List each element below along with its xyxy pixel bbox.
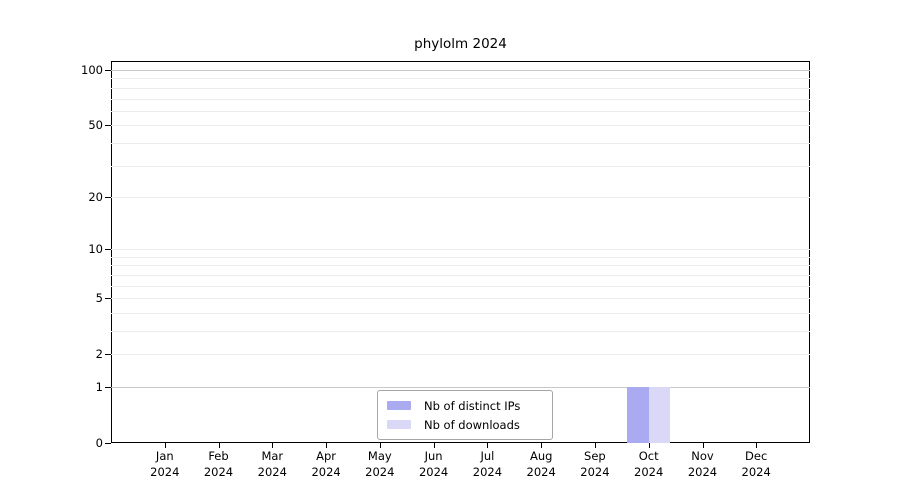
y-tick-label: 5	[95, 291, 103, 306]
bar-nb-of-distinct-ips	[627, 387, 649, 443]
y-tick-label: 10	[88, 242, 103, 257]
x-tick-mark	[379, 443, 381, 448]
y-tick-label: 50	[88, 118, 103, 133]
x-tick-label: Aug 2024	[526, 449, 556, 479]
x-tick-label: Oct 2024	[634, 449, 664, 479]
y-tick-mark	[105, 387, 111, 388]
gridline	[111, 70, 810, 71]
x-tick-label: May 2024	[365, 449, 395, 479]
y-tick-mark	[105, 354, 111, 356]
x-tick-mark	[164, 443, 166, 448]
x-tick-mark	[272, 443, 274, 448]
x-tick-label: Apr 2024	[311, 449, 341, 479]
y-tick-mark	[105, 249, 111, 251]
gridline	[111, 387, 810, 388]
x-tick-mark	[756, 443, 758, 448]
y-tick-mark	[105, 70, 111, 71]
legend-label: Nb of distinct IPs	[424, 398, 521, 413]
y-tick-mark	[105, 125, 111, 127]
y-tick-label: 100	[81, 63, 103, 77]
x-tick-label: Sep 2024	[580, 449, 610, 479]
plot-area: 0 1 2 5 10 20 50 100 Jan 2024 Feb 2024 Mar 2024 Apr…	[81, 61, 810, 479]
x-tick-mark	[702, 443, 704, 448]
gridline	[111, 249, 810, 251]
gridline	[111, 331, 810, 332]
x-tick-mark	[541, 443, 543, 448]
gridline	[111, 312, 810, 314]
y-tick-label: 20	[88, 189, 103, 204]
legend-item: Nb of downloads	[387, 418, 543, 432]
x-tick-label: Feb 2024	[203, 449, 234, 479]
legend-label: Nb of downloads	[424, 417, 520, 432]
x-tick-mark	[326, 443, 328, 448]
legend-swatch	[387, 420, 411, 429]
y-tick-label: 2	[95, 347, 103, 362]
y-tick-mark	[105, 298, 111, 300]
gridline	[111, 354, 810, 356]
gridline	[111, 87, 810, 89]
gridline	[111, 274, 810, 276]
x-tick-mark	[648, 443, 650, 448]
x-tick-mark	[218, 443, 220, 448]
legend: Nb of distinct IPs Nb of downloads	[377, 390, 553, 440]
x-tick-mark	[433, 443, 435, 448]
x-tick-label: Dec 2024	[741, 449, 771, 479]
x-tick-label: Nov 2024	[687, 449, 718, 479]
gridline	[111, 298, 810, 300]
x-tick-mark	[594, 443, 596, 448]
x-tick-label: Mar 2024	[257, 449, 287, 479]
y-tick-label: 0	[95, 436, 103, 450]
gridline	[111, 196, 810, 198]
x-tick-label: Jan 2024	[150, 449, 180, 479]
gridline	[111, 98, 810, 100]
legend-swatch	[387, 401, 411, 410]
gridline	[111, 78, 810, 80]
legend-item: Nb of distinct IPs	[387, 399, 543, 413]
plot-spines	[111, 61, 810, 443]
gridline	[111, 165, 810, 167]
y-tick-mark	[105, 196, 111, 198]
chart-title: phylolm 2024	[414, 36, 507, 52]
gridline	[111, 256, 810, 258]
x-tick-label: Jun 2024	[418, 449, 449, 479]
gridline	[111, 110, 810, 112]
gridline	[111, 265, 810, 267]
y-tick-mark	[105, 443, 111, 444]
x-tick-mark	[487, 443, 489, 448]
bar-nb-of-downloads	[648, 387, 671, 443]
y-tick-label: 1	[95, 380, 103, 394]
x-tick-label: Jul 2024	[472, 449, 503, 479]
gridline	[111, 125, 810, 127]
gridline	[111, 285, 810, 287]
gridline	[111, 142, 810, 144]
